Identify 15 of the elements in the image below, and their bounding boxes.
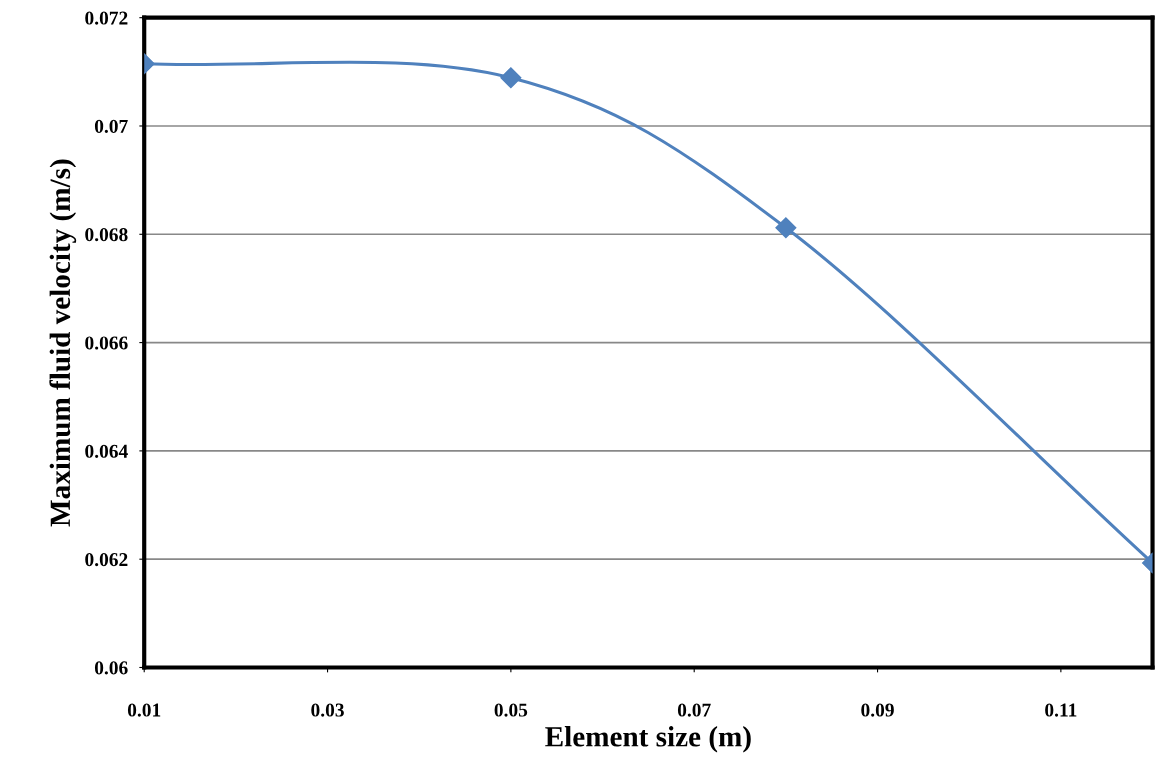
x-axis-title: Element size (m) [545, 726, 751, 753]
y-tick-label: 0.072 [85, 11, 128, 25]
y-tick-label: 0.068 [85, 228, 128, 242]
y-tick-label: 0.07 [94, 119, 128, 134]
x-tick-label: 0.11 [1045, 703, 1077, 717]
y-axis-title: Maximum fluid velocity (m/s) [49, 159, 77, 527]
y-tick-label: 0.06 [94, 661, 128, 675]
x-tick-label: 0.05 [494, 703, 528, 717]
y-tick-label: 0.062 [85, 553, 128, 567]
y-tick-label: 0.066 [85, 336, 128, 350]
y-tick-label: 0.064 [85, 444, 128, 458]
x-tick-label: 0.03 [311, 703, 344, 717]
x-tick-label: 0.07 [677, 703, 711, 717]
x-tick-label: 0.01 [127, 703, 161, 717]
x-tick-label: 0.09 [861, 703, 894, 717]
